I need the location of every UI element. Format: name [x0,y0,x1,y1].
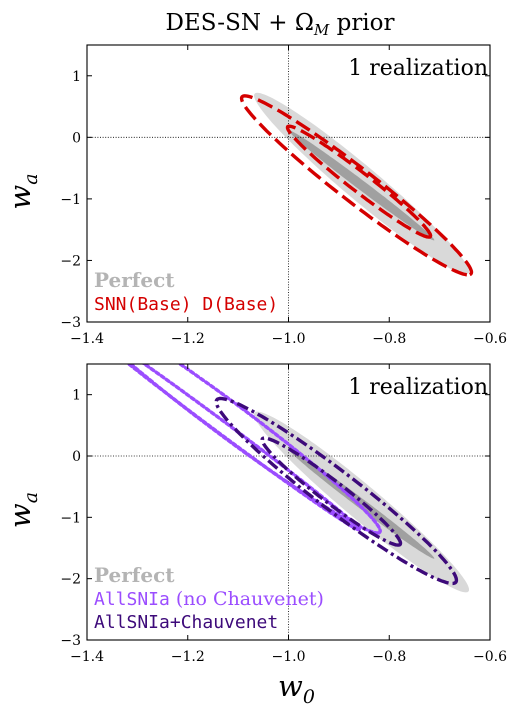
legend-allsnia-no-chauvenet: AllSNIa (no Chauvenet) [94,588,324,610]
snn-base-d-base-contour-2sigma [239,94,474,277]
y-tick-label: 1 [72,388,81,404]
y-tick-label: −1 [60,510,81,526]
y-axis-label: wa [3,173,42,209]
panel-top: −1.4 −1.2 −1.0 −0.8 −0.6 −3 −2 −1 0 1 1 realizatio… [3,44,507,347]
y-tick-label: −2 [60,572,81,588]
x-tick-label: −0.6 [473,331,507,347]
plot-area [87,45,490,322]
figure-title: DES-SN + ΩM prior [165,10,394,39]
plot-area [87,364,490,640]
x-tick-label: −0.8 [372,649,406,665]
panel-bottom: −1.4 −1.2 −1.0 −0.8 −0.6 −3 −2 −1 0 1 1 realizatio… [3,363,507,706]
allsnia-no-chauvenet-contour-1sigma [126,364,362,532]
perfect-contour-1sigma [288,449,435,559]
legend-snn-base-d-base: SNN(Base) D(Base) [94,294,278,315]
x-tick-label: −0.6 [473,649,507,665]
allsnia-chauvenet-contour-1sigma [260,436,403,547]
allsnia-chauvenet-contour-2sigma [214,396,459,586]
realization-annotation: 1 realization [348,375,488,400]
legend-perfect: Perfect [94,268,175,292]
realization-annotation: 1 realization [348,56,488,81]
legend-perfect: Perfect [94,563,175,587]
snn-base-d-base-contour-1sigma [285,124,433,239]
x-tick-label: −1.0 [272,649,306,665]
x-tick-label: −1.2 [171,649,205,665]
y-tick-label: 1 [72,69,81,85]
x-tick-label: −0.8 [372,331,406,347]
x-tick-label: −1.2 [171,331,205,347]
allsnia-no-chauvenet-contour-2sigma [128,364,382,535]
legend-allsnia-chauvenet: AllSNIa+Chauvenet [94,612,278,633]
y-tick-label: 0 [72,449,81,465]
y-tick-label: −1 [60,192,81,208]
y-tick-label: −2 [60,253,81,269]
y-tick-label: 0 [72,130,81,146]
svg-text:w0: w0 [278,669,315,706]
svg-text:wa: wa [3,173,42,209]
perfect-contour-1sigma [288,130,435,241]
y-tick-label: −3 [60,633,81,649]
x-tick-label: −1.4 [70,649,104,665]
x-tick-label: −1.4 [70,331,104,347]
y-axis-label: wa [3,492,42,528]
x-tick-label: −1.0 [272,331,306,347]
y-tick-label: −3 [60,315,81,331]
x-axis-label: w0 [278,669,315,706]
svg-text:wa: wa [3,492,42,528]
